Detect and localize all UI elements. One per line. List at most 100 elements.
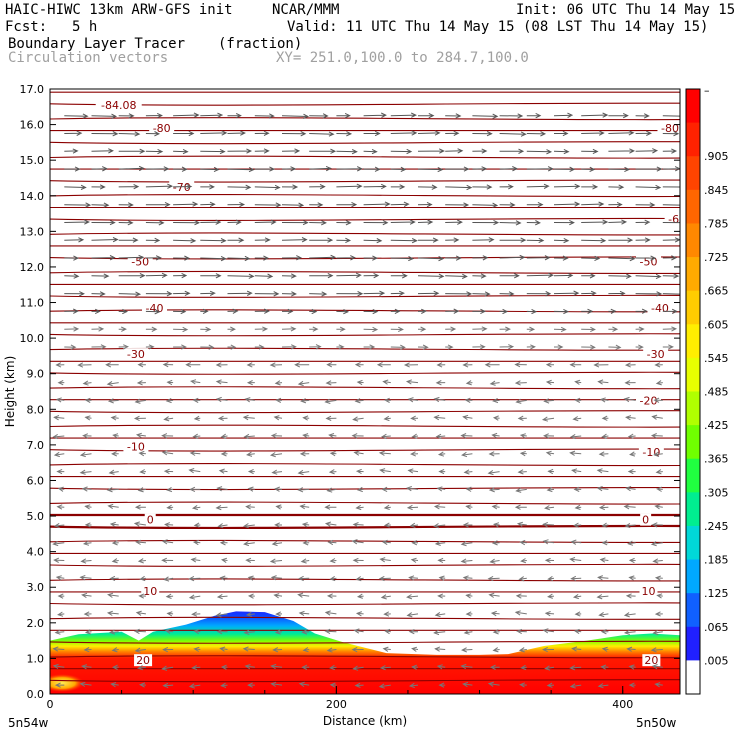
circulation-vector: [596, 486, 609, 492]
circulation-vector: [390, 344, 406, 350]
circulation-vector: [57, 486, 65, 492]
circulation-vector: [356, 593, 364, 599]
circulation-vector: [302, 540, 310, 546]
circulation-vector: [608, 308, 617, 314]
circulation-vector: [133, 521, 146, 527]
circulation-vector: [309, 291, 328, 297]
circulation-vector: [55, 575, 65, 581]
circulation-vector: [472, 113, 499, 119]
circulation-vector: [571, 468, 582, 474]
circulation-vector: [64, 326, 80, 332]
isotherm-line: [50, 640, 680, 644]
circulation-vector: [165, 593, 174, 599]
circulation-vector: [215, 362, 228, 368]
y-tick-label: 6.0: [27, 474, 45, 487]
circulation-vector: [411, 664, 419, 670]
circulation-vector: [272, 647, 283, 653]
circulation-vector: [662, 113, 680, 119]
circulation-vector: [574, 611, 582, 617]
circulation-vector: [281, 255, 302, 261]
circulation-vector: [624, 362, 636, 368]
colorbar-label: .785: [704, 217, 729, 230]
circulation-vector: [173, 255, 191, 261]
circulation-vector: [118, 237, 139, 243]
circulation-vector: [635, 130, 652, 136]
circulation-vector: [464, 397, 473, 403]
circulation-vector: [355, 611, 364, 617]
circulation-vector: [518, 576, 527, 582]
circulation-vector: [627, 433, 636, 439]
circulation-vector: [390, 290, 405, 297]
circulation-vector: [544, 665, 555, 671]
colorbar-label: .485: [704, 386, 729, 399]
circulation-vector: [434, 540, 446, 546]
circulation-vector: [353, 450, 364, 456]
circulation-vector: [215, 379, 228, 385]
circulation-vector: [107, 398, 119, 404]
circulation-vector: [274, 380, 283, 386]
circulation-vector: [460, 558, 473, 564]
circulation-vector: [601, 433, 609, 439]
circulation-vector: [336, 237, 352, 244]
circulation-vector: [215, 504, 228, 511]
circulation-vector: [656, 593, 663, 599]
circulation-vector: [91, 237, 119, 243]
circulation-vector: [82, 380, 92, 386]
circulation-vector: [600, 629, 609, 635]
circulation-vector: [662, 130, 680, 137]
circulation-vector: [627, 468, 636, 475]
circulation-vector: [490, 610, 500, 617]
circulation-vector: [489, 664, 500, 670]
isotherm-line: [50, 410, 680, 414]
circulation-vector: [91, 131, 119, 137]
circulation-vector: [162, 682, 174, 689]
y-tick-label: 14.0: [20, 190, 45, 203]
circulation-vector: [624, 522, 636, 529]
circulation-vector: [499, 148, 525, 154]
circulation-vector: [163, 468, 174, 475]
circulation-vector: [82, 433, 92, 439]
isotherm-label-bg: [142, 301, 168, 314]
circulation-vector: [445, 273, 468, 279]
circulation-vector: [220, 664, 228, 670]
circulation-vector: [436, 664, 446, 670]
isotherm-line: [50, 524, 680, 530]
circulation-vector: [79, 451, 92, 458]
circulation-vector: [299, 451, 310, 457]
circulation-vector: [408, 682, 419, 689]
circulation-vector: [254, 273, 274, 279]
model-title: HAIC-HIWC 13km ARW-GFS init: [5, 2, 233, 18]
circulation-vector: [570, 539, 582, 545]
circulation-vector: [216, 486, 228, 492]
isotherm-line: [50, 270, 680, 274]
circulation-vector: [526, 220, 541, 226]
circulation-vector: [383, 504, 391, 510]
isotherm-label-bg: [123, 348, 149, 361]
circulation-vector: [83, 647, 92, 653]
circulation-vector: [110, 415, 119, 421]
colorbar-label: .125: [704, 587, 729, 600]
circulation-vector: [598, 504, 609, 511]
circulation-vector: [84, 504, 92, 510]
circulation-vector: [55, 362, 65, 368]
circulation-vector: [188, 594, 201, 600]
circulation-vector: [220, 682, 228, 688]
circulation-vector: [200, 184, 215, 190]
circulation-vector: [472, 184, 493, 190]
y-tick-label: 5.0: [27, 510, 45, 523]
circulation-vector: [390, 326, 404, 333]
isotherm-line: [50, 655, 680, 659]
circulation-vector: [145, 148, 164, 155]
circulation-vector: [64, 130, 83, 136]
circulation-vector: [390, 273, 408, 279]
forecast-label: Fcst:: [5, 19, 48, 35]
circulation-vector: [270, 575, 283, 581]
circulation-vector: [520, 664, 527, 671]
circulation-vector: [64, 308, 79, 314]
circulation-vector: [628, 557, 636, 564]
circulation-vector: [542, 521, 555, 528]
circulation-vector: [136, 380, 146, 386]
circulation-vector: [472, 344, 486, 350]
y-tick-label: 8.0: [27, 403, 45, 416]
circulation-vector: [301, 664, 310, 670]
